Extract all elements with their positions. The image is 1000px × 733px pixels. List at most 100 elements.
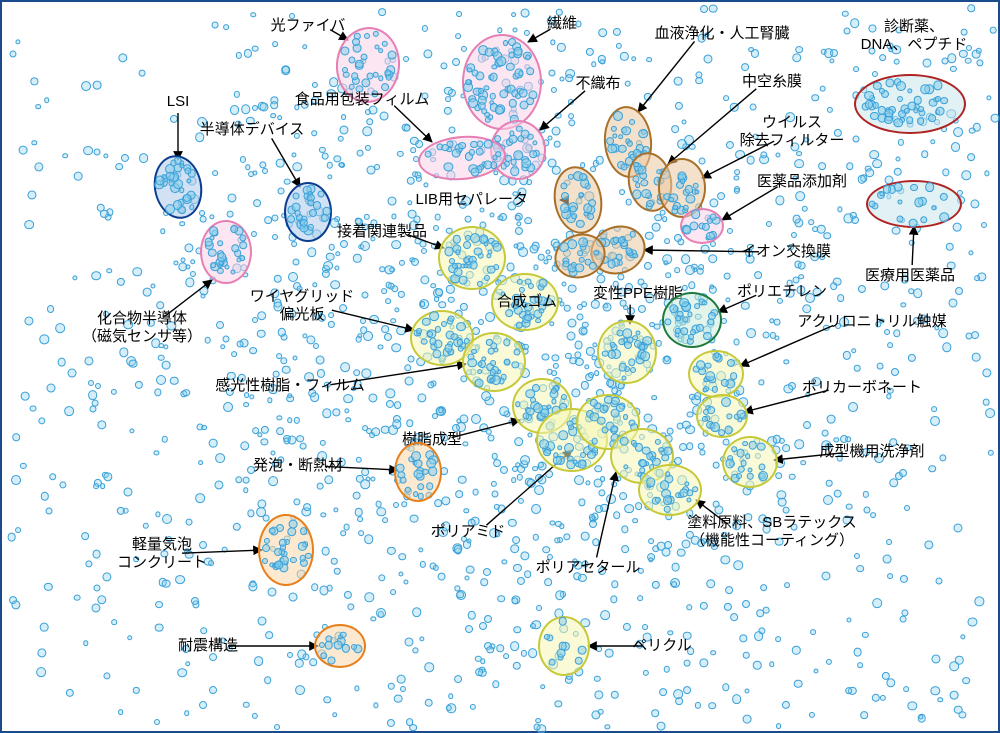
scatter-dot	[735, 169, 741, 175]
scatter-dot	[7, 532, 16, 541]
scatter-dot	[723, 95, 729, 101]
scatter-dot	[41, 492, 49, 500]
scatter-dot	[492, 680, 499, 687]
scatter-dot	[939, 454, 946, 461]
scatter-dot	[92, 81, 101, 90]
scatter-dot	[803, 421, 811, 429]
scatter-dot	[293, 498, 300, 505]
scatter-dot	[391, 285, 398, 292]
scatter-dot	[156, 375, 166, 385]
scatter-dot	[553, 363, 559, 369]
scatter-dot	[81, 532, 89, 540]
scatter-dot	[616, 476, 621, 481]
scatter-dot	[610, 596, 617, 603]
scatter-dot	[856, 565, 864, 573]
scatter-dot	[555, 112, 562, 119]
scatter-dot	[976, 59, 983, 66]
scatter-dot	[808, 712, 814, 718]
scatter-dot	[388, 683, 395, 690]
scatter-dot	[594, 370, 600, 376]
scatter-dot	[399, 553, 407, 561]
label-nonwoven: 不織布	[575, 75, 620, 93]
scatter-dot	[586, 480, 591, 485]
scatter-dot	[247, 510, 254, 517]
scatter-dot	[957, 190, 963, 196]
scatter-dot	[668, 460, 677, 469]
scatter-dot	[417, 394, 426, 403]
scatter-dot	[199, 541, 207, 549]
scatter-dot	[248, 582, 257, 591]
scatter-dot	[663, 666, 669, 672]
scatter-dot	[252, 45, 259, 52]
scatter-dot	[621, 267, 627, 273]
scatter-dot	[982, 368, 991, 377]
scatter-dot	[252, 105, 258, 111]
scatter-dot	[238, 373, 246, 381]
scatter-dot	[797, 151, 803, 157]
scatter-dot	[161, 361, 170, 370]
scatter-dot	[955, 656, 963, 664]
scatter-dot	[19, 146, 28, 155]
scatter-dot	[970, 199, 979, 208]
scatter-dot	[88, 390, 98, 400]
scatter-dot	[197, 117, 207, 127]
scatter-dot	[92, 400, 99, 407]
scatter-dot	[508, 176, 517, 185]
scatter-dot	[309, 658, 317, 666]
scatter-dot	[467, 369, 473, 375]
scatter-dot	[155, 601, 163, 609]
scatter-dot	[393, 502, 399, 508]
scatter-dot	[931, 406, 937, 412]
scatter-dot	[607, 334, 614, 341]
scatter-dot	[547, 17, 556, 26]
scatter-dot	[549, 321, 554, 326]
scatter-dot	[503, 653, 509, 659]
scatter-dot	[24, 220, 34, 230]
scatter-dot	[695, 77, 703, 85]
scatter-dot	[97, 595, 106, 604]
label-lsi: LSI	[167, 93, 190, 111]
scatter-dot	[869, 25, 876, 32]
scatter-dot	[228, 193, 237, 202]
scatter-dot	[92, 550, 101, 559]
scatter-dot	[559, 77, 564, 82]
scatter-dot	[602, 302, 611, 311]
scatter-dot	[574, 475, 584, 485]
scatter-dot	[947, 262, 956, 271]
scatter-dot	[271, 450, 276, 455]
scatter-dot	[589, 520, 597, 528]
scatter-dot	[598, 28, 608, 38]
scatter-dot	[394, 402, 402, 410]
scatter-dot	[294, 133, 300, 139]
scatter-dot	[887, 342, 893, 348]
scatter-dot	[862, 632, 868, 638]
scatter-dot	[651, 581, 659, 589]
scatter-dot	[795, 191, 805, 201]
scatter-dot	[347, 603, 354, 610]
scatter-dot	[974, 276, 980, 282]
scatter-dot	[533, 265, 538, 270]
scatter-dot	[177, 668, 187, 678]
scatter-dot	[293, 258, 300, 265]
scatter-dot	[513, 244, 518, 249]
scatter-dot	[215, 453, 225, 463]
scatter-dot	[466, 565, 475, 574]
scatter-dot	[327, 162, 333, 168]
scatter-dot	[512, 536, 520, 544]
scatter-dot	[534, 486, 544, 496]
scatter-dot	[520, 551, 529, 560]
scatter-dot	[635, 503, 643, 511]
scatter-dot	[363, 332, 373, 342]
scatter-dot	[697, 268, 704, 275]
scatter-dot	[673, 689, 683, 699]
scatter-dot	[586, 48, 594, 56]
scatter-dot	[276, 427, 284, 435]
scatter-dot	[97, 420, 106, 429]
scatter-dot	[262, 168, 268, 174]
scatter-dot	[412, 607, 422, 617]
scatter-dot	[776, 723, 782, 729]
scatter-dot	[600, 59, 605, 64]
scatter-dot	[947, 54, 956, 63]
scatter-dot	[235, 476, 242, 483]
scatter-dot	[611, 581, 618, 588]
